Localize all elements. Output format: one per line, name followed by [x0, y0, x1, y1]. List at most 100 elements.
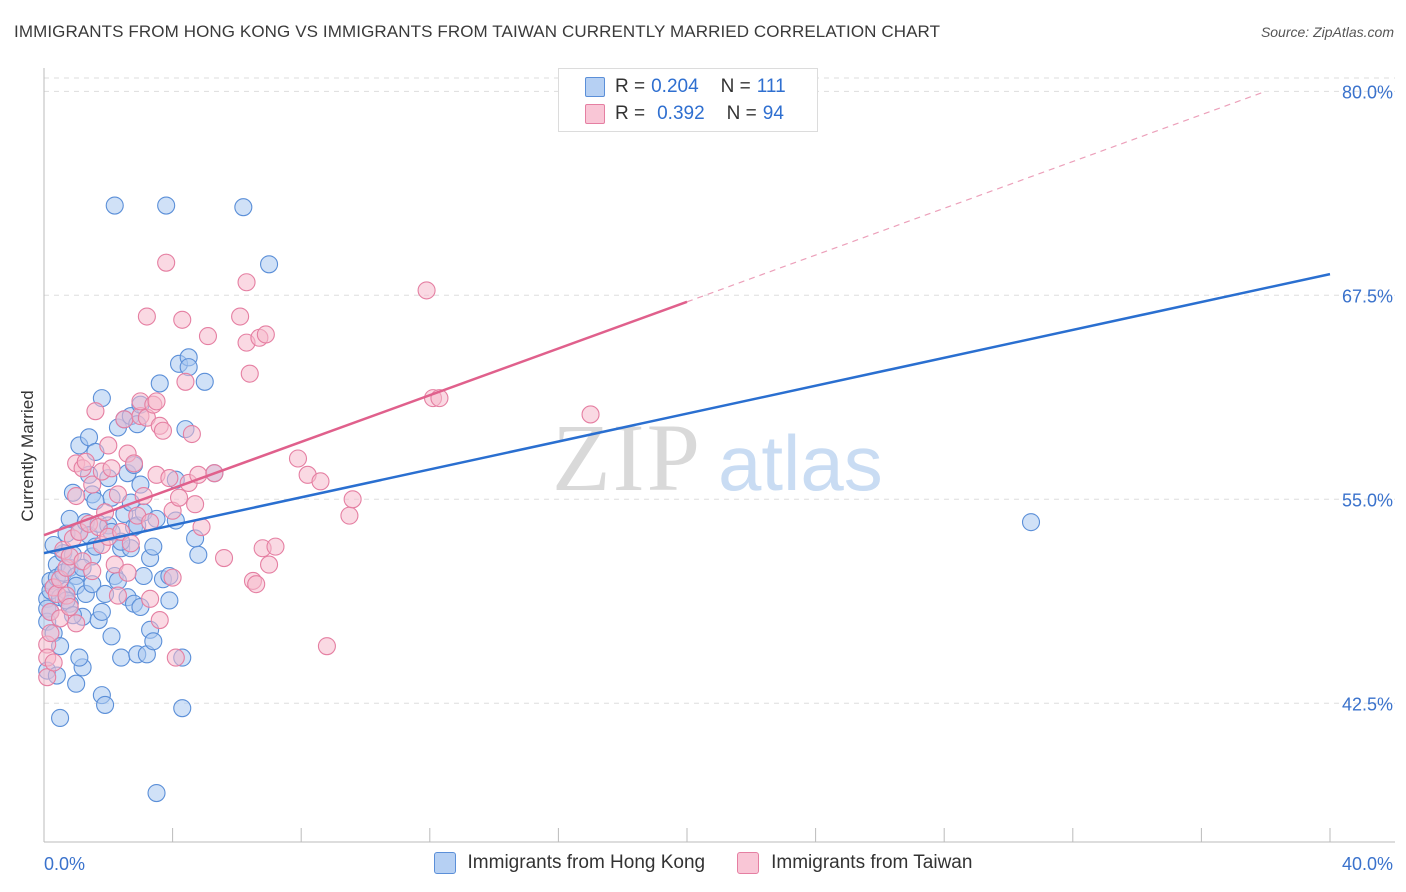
data-point	[124, 454, 144, 473]
data-point	[76, 452, 95, 471]
data-point	[118, 563, 137, 582]
trend-lines	[43, 90, 1331, 555]
data-point	[112, 648, 131, 667]
grid	[44, 77, 1395, 704]
data-point	[160, 591, 179, 610]
legend-swatch-blue	[585, 77, 605, 97]
source-label: Source: ZipAtlas.com	[1260, 24, 1394, 40]
data-point	[182, 424, 201, 444]
data-point	[102, 459, 121, 478]
data-point	[108, 485, 127, 504]
data-point	[160, 469, 179, 488]
legend-swatch-pink	[737, 852, 760, 874]
y-tick-label: 80.0%	[1342, 82, 1393, 102]
data-point	[247, 575, 266, 594]
stats-legend: R = 0.204 N = 111 R = 0.392 N = 94	[558, 68, 818, 132]
data-point	[99, 436, 118, 455]
data-point	[266, 537, 285, 556]
watermark-zip: ZIP	[552, 404, 702, 511]
tick-labels: 42.5% 55.0% 67.5% 80.0% 0.0% 40.0%	[44, 82, 1393, 874]
data-point	[259, 255, 279, 274]
legend-row-hong-kong: R = 0.204 N = 111	[585, 75, 786, 99]
data-point	[121, 534, 140, 553]
data-point	[60, 597, 79, 617]
data-point	[417, 281, 436, 300]
legend-label-taiwan: Immigrants from Taiwan	[771, 852, 973, 873]
data-point	[44, 653, 63, 672]
data-point	[169, 488, 189, 507]
data-point	[311, 472, 330, 491]
data-point	[144, 632, 163, 651]
data-point	[41, 624, 60, 643]
data-point	[144, 537, 163, 556]
y-tick-label: 42.5%	[1342, 694, 1393, 714]
data-point	[147, 392, 166, 411]
legend-row-taiwan: R = 0.392 N = 94	[585, 102, 784, 126]
data-point	[141, 589, 160, 608]
data-point	[173, 699, 192, 718]
data-point	[214, 548, 234, 568]
series-legend: Immigrants from Hong Kong Immigrants fro…	[0, 852, 1406, 874]
watermark: ZIP atlas	[552, 404, 883, 511]
data-point	[234, 198, 253, 217]
x-tick-label: 0.0%	[44, 854, 85, 874]
data-point	[147, 783, 166, 803]
data-point	[189, 545, 208, 564]
trend-line-taiwan	[43, 300, 688, 537]
legend-item-hong-kong[interactable]: Immigrants from Hong Kong	[433, 852, 706, 874]
data-point	[105, 196, 124, 215]
data-point	[198, 327, 218, 346]
legend-n-value: 94	[762, 103, 784, 124]
data-point	[256, 325, 275, 344]
legend-n-label: N =	[726, 103, 757, 124]
data-point	[67, 486, 86, 506]
data-point	[186, 495, 205, 514]
x-tick-label: 40.0%	[1342, 854, 1393, 874]
data-point	[150, 611, 169, 630]
data-point	[67, 674, 86, 693]
data-point	[317, 637, 336, 656]
legend-n-label: N =	[720, 76, 751, 97]
y-axis-label: Currently Married	[18, 390, 37, 522]
data-point	[108, 586, 127, 605]
legend-r-value: 0.392	[657, 103, 705, 124]
legend-label-hong-kong: Immigrants from Hong Kong	[467, 852, 706, 873]
data-point	[343, 490, 362, 509]
watermark-atlas: atlas	[718, 419, 883, 507]
data-point	[70, 648, 89, 667]
data-point	[157, 253, 176, 272]
data-point	[86, 402, 105, 421]
legend-item-taiwan[interactable]: Immigrants from Taiwan	[737, 852, 972, 874]
data-point	[166, 648, 185, 667]
data-point	[83, 562, 102, 581]
axes	[43, 68, 1395, 843]
data-point	[67, 614, 86, 633]
trend-line-hong-kong	[43, 272, 1331, 555]
y-tick-label: 67.5%	[1342, 286, 1393, 306]
legend-swatch-blue	[433, 852, 456, 874]
legend-n-value: 111	[756, 76, 786, 97]
data-point	[157, 196, 176, 215]
legend-swatch-pink	[585, 104, 605, 124]
data-point	[173, 310, 192, 329]
data-point	[105, 555, 124, 574]
data-point	[92, 602, 111, 621]
data-point	[150, 374, 169, 393]
data-point	[195, 372, 214, 391]
data-point	[163, 568, 182, 587]
data-point	[288, 449, 308, 468]
data-point	[237, 273, 256, 292]
data-point	[102, 627, 121, 646]
data-point	[179, 358, 198, 377]
data-point	[51, 708, 70, 728]
data-point	[1021, 513, 1041, 532]
legend-r-value: 0.204	[651, 76, 699, 97]
data-point	[83, 475, 102, 494]
chart-title: IMMIGRANTS FROM HONG KONG VS IMMIGRANTS …	[14, 22, 941, 41]
series-taiwan-points	[38, 253, 600, 687]
data-point	[340, 506, 359, 525]
data-point	[240, 364, 259, 383]
data-point	[96, 695, 115, 714]
legend-r-label: R =	[615, 103, 646, 124]
